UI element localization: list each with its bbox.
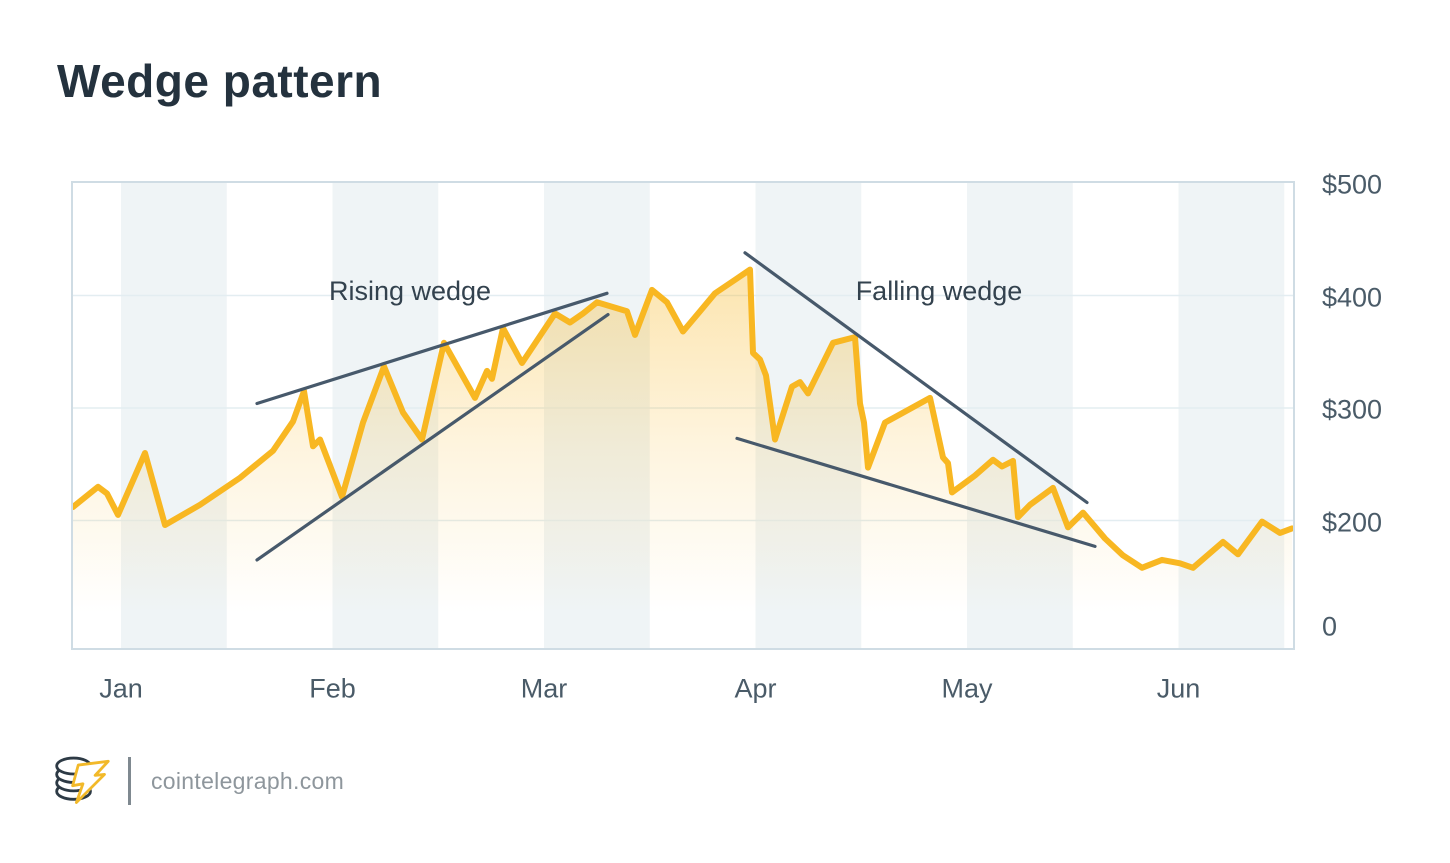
x-axis-label-apr: Apr — [734, 673, 777, 704]
falling-wedge-lower-trendline — [735, 436, 1097, 548]
x-axis-label-may: May — [941, 673, 993, 704]
y-axis-label: $500 — [1322, 169, 1383, 200]
annotation-falling-wedge: Falling wedge — [856, 276, 1023, 306]
y-axis-label: $300 — [1322, 394, 1383, 425]
annotation-rising-wedge: Rising wedge — [329, 276, 491, 306]
x-axis-label-mar: Mar — [520, 673, 568, 704]
x-axis: Jan Feb Mar Apr May Jun — [73, 674, 1293, 729]
y-axis-label: $400 — [1322, 282, 1383, 312]
plot-svg: Rising wedge Falling wedge — [73, 183, 1293, 648]
falling-wedge-upper-trendline — [743, 251, 1089, 505]
price-area — [73, 269, 1293, 648]
x-axis-label-feb: Feb — [309, 673, 356, 704]
cointelegraph-logo-icon — [55, 756, 110, 804]
footer-divider — [128, 757, 131, 805]
y-axis-label: 0 — [1322, 611, 1338, 642]
rising-wedge-lower-trendline — [255, 313, 610, 562]
y-axis: $500 $400 $300 $200 0 — [1322, 170, 1442, 648]
price-line — [73, 266, 1293, 571]
source-text: cointelegraph.com — [151, 768, 345, 794]
chart-frame: Rising wedge Falling wedge — [71, 181, 1295, 650]
lightning-bolt-icon — [71, 759, 110, 804]
page-title: Wedge pattern — [57, 55, 383, 107]
y-axis-label: $200 — [1322, 507, 1383, 537]
rising-wedge-upper-trendline — [255, 291, 609, 406]
x-axis-label-jun: Jun — [1156, 673, 1201, 704]
x-axis-label-jan: Jan — [99, 673, 143, 704]
